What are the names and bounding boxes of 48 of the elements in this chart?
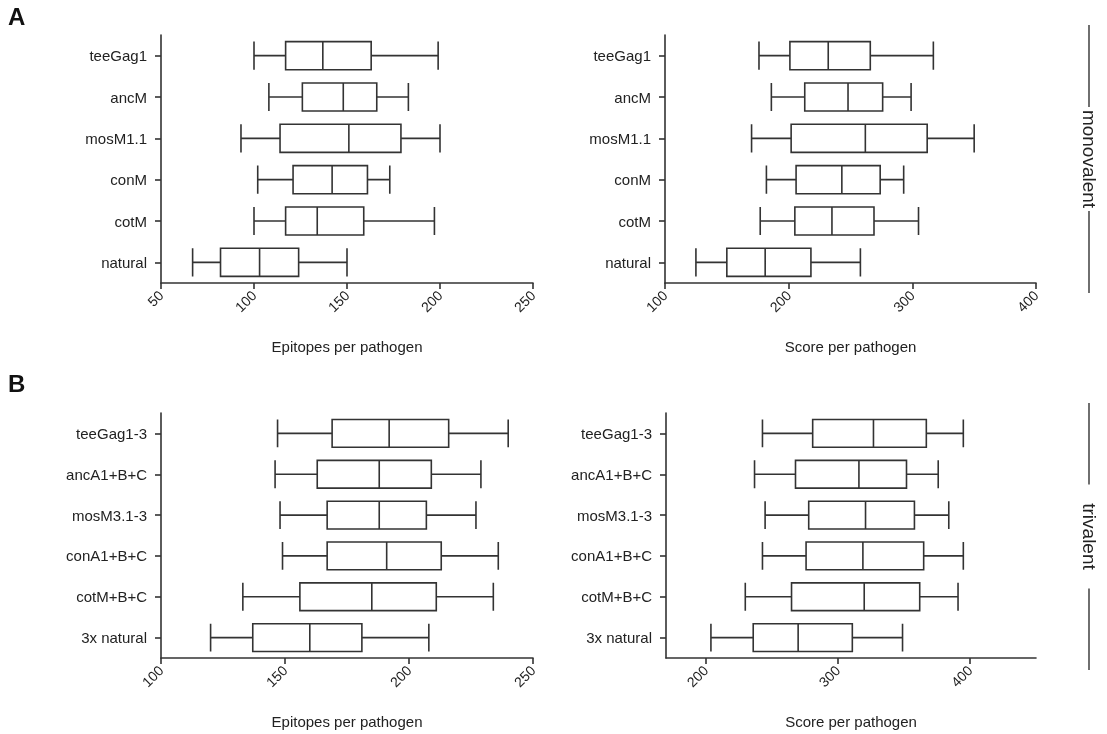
- x-tick-label: 150: [324, 287, 353, 316]
- x-tick-label: 200: [417, 287, 446, 316]
- x-axis-title: Score per pathogen: [784, 338, 917, 355]
- x-tick-label: 50: [144, 287, 167, 310]
- x-tick-label: 100: [642, 287, 671, 316]
- y-tick-label: natural: [605, 253, 651, 271]
- text: A: [8, 2, 26, 30]
- x-tick-label: 300: [815, 662, 844, 691]
- y-tick-label: ancA1+B+C: [66, 465, 148, 483]
- y-tick-label: cotM+B+C: [581, 588, 653, 606]
- text: B: [8, 369, 26, 397]
- x-tick-label: 100: [231, 287, 260, 316]
- y-tick-label: teeGag1-3: [581, 424, 652, 442]
- x-tick-label: 200: [683, 662, 712, 691]
- y-tick-label: teeGag1: [593, 47, 651, 65]
- y-tick-label: 3x natural: [586, 629, 652, 647]
- y-tick-label: cotM: [114, 212, 147, 230]
- y-tick-label: teeGag1: [89, 47, 147, 65]
- y-tick-label: mosM3.1-3: [576, 506, 652, 524]
- x-axis-title: Epitopes per pathogen: [271, 338, 423, 355]
- x-axis-title: Epitopes per pathogen: [271, 713, 423, 730]
- y-tick-label: 3x natural: [81, 629, 147, 647]
- x-tick-label: 200: [386, 662, 415, 691]
- y-tick-label: ancA1+B+C: [571, 465, 653, 483]
- x-tick-label: 400: [947, 662, 976, 691]
- y-tick-label: ancM: [110, 88, 147, 106]
- y-tick-label: teeGag1-3: [76, 424, 147, 442]
- y-tick-label: ancM: [614, 88, 651, 106]
- y-tick-label: natural: [101, 253, 147, 271]
- text: trivalent: [1078, 503, 1100, 571]
- y-tick-label: conA1+B+C: [571, 547, 653, 565]
- x-tick-label: 250: [510, 287, 539, 316]
- y-tick-label: mosM1.1: [589, 129, 651, 147]
- x-axis-title: Score per pathogen: [785, 713, 917, 730]
- y-tick-label: mosM1.1: [85, 129, 147, 147]
- x-tick-label: 300: [890, 287, 919, 316]
- y-tick-label: conM: [614, 171, 651, 189]
- y-tick-label: conM: [110, 171, 147, 189]
- x-tick-label: 150: [262, 662, 291, 691]
- x-tick-label: 250: [510, 662, 539, 691]
- x-tick-label: 400: [1013, 287, 1042, 316]
- x-tick-label: 100: [138, 662, 167, 691]
- x-tick-label: 200: [766, 287, 795, 316]
- y-tick-label: mosM3.1-3: [71, 506, 147, 524]
- text: monovalent: [1078, 109, 1100, 209]
- y-tick-label: cotM: [618, 212, 651, 230]
- y-tick-label: cotM+B+C: [76, 588, 148, 606]
- y-tick-label: conA1+B+C: [66, 547, 148, 565]
